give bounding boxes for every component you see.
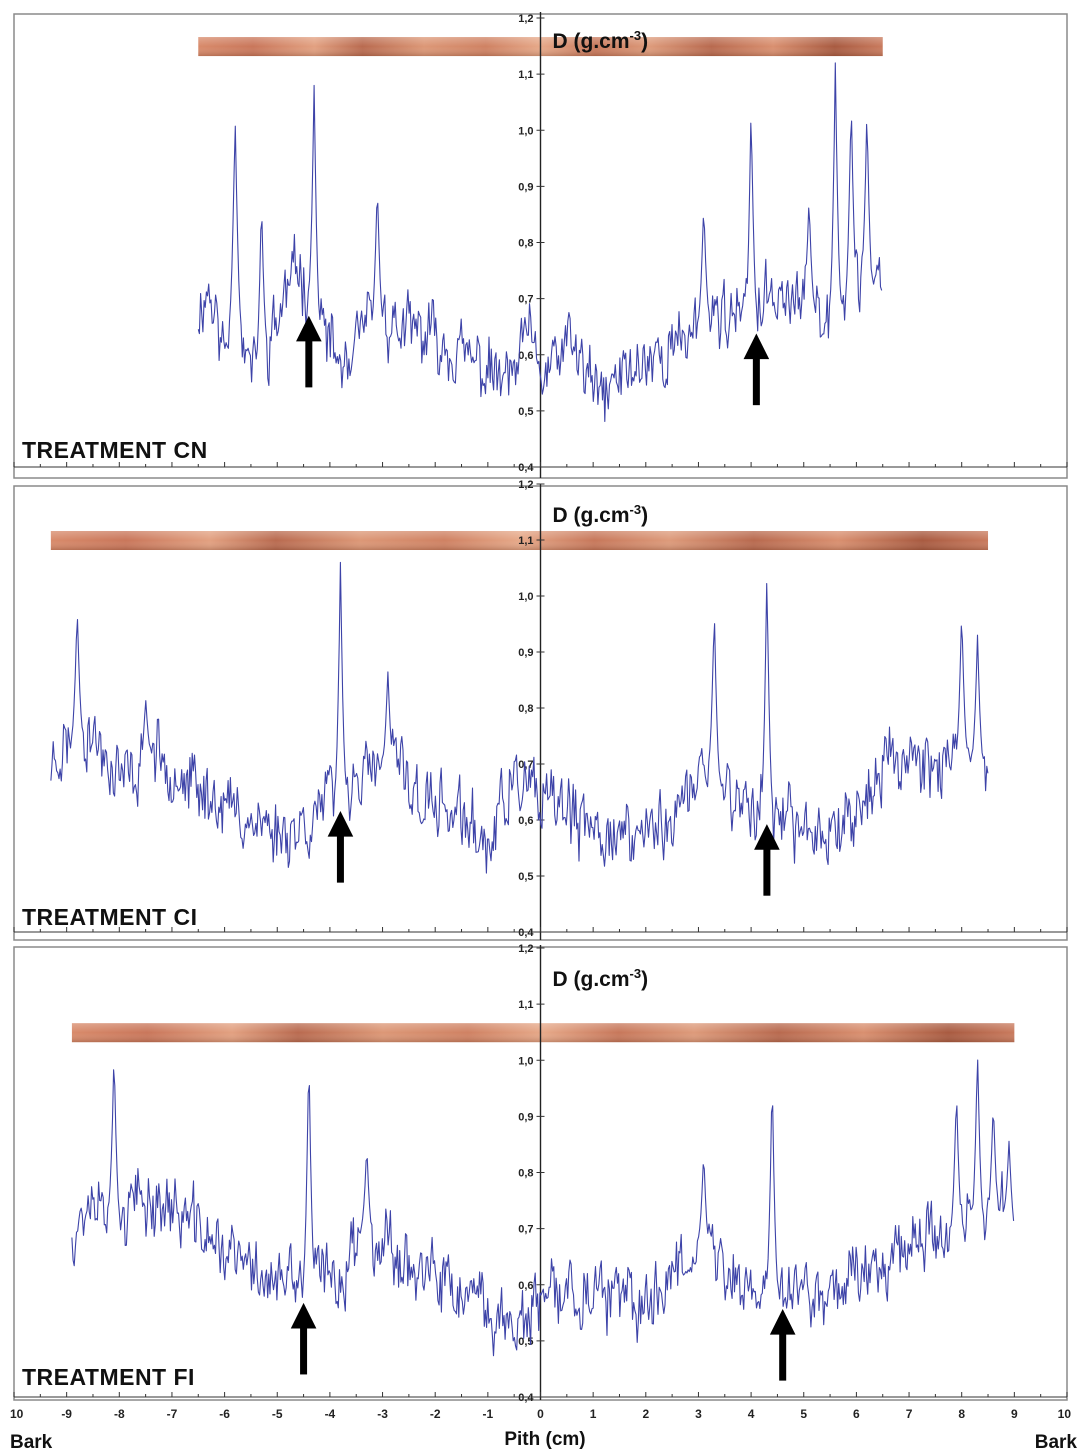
panels-layer: 0,4 0,5 0,6 0,7 0,8 0,9 1,0 1,1 1,2 D (g.cm-3) TRE… — [13, 12, 1068, 1404]
x-tick-label: -2 — [430, 1407, 441, 1421]
x-tick-label: -1 — [483, 1407, 494, 1421]
density-series-line — [50, 561, 989, 874]
y-tick-label: 0,8 — [518, 703, 533, 715]
y-tick-label: 0,4 — [518, 1392, 534, 1404]
x-tick-label: -4 — [325, 1407, 336, 1421]
arrow-shaft — [752, 356, 760, 406]
y-tick-label: 1,2 — [518, 943, 533, 955]
y-tick-label: 0,6 — [518, 1280, 533, 1292]
y-tick-label: 1,0 — [518, 125, 533, 137]
y-tick-label: 0,5 — [518, 871, 533, 883]
arrow-shaft — [336, 833, 344, 883]
y-tick-label: 1,2 — [518, 479, 533, 491]
x-tick-label: -8 — [114, 1407, 125, 1421]
y-tick-label: 1,1 — [518, 999, 533, 1011]
x-tick-label: 7 — [906, 1407, 913, 1421]
y-tick-label: 1,1 — [518, 69, 533, 81]
arrow-shaft — [763, 846, 771, 896]
density-series-line — [197, 62, 883, 423]
x-tick-label: -6 — [219, 1407, 230, 1421]
panel-3: 0,4 0,5 0,6 0,7 0,8 0,9 1,0 1,1 1,2 D (g.cm-3) TRE… — [13, 943, 1068, 1404]
x-tick-label: 4 — [748, 1407, 755, 1421]
y-tick-label: 0,5 — [518, 406, 533, 418]
y-tick-label: 0,9 — [518, 181, 533, 193]
x-tick-label: -9 — [61, 1407, 72, 1421]
y-axis-label: D (g.cm-3) — [553, 502, 649, 527]
arrow-marker — [296, 315, 322, 388]
y-tick-label: 1,0 — [518, 1055, 533, 1067]
x-tick-label: -5 — [272, 1407, 283, 1421]
y-tick-label: 0,6 — [518, 350, 533, 362]
arrow-marker — [290, 1302, 317, 1375]
x-tick-label: 0 — [537, 1407, 544, 1421]
x-tick-label: 10 — [10, 1407, 24, 1421]
x-tick-label: -3 — [377, 1407, 388, 1421]
y-tick-label: 0,4 — [518, 927, 534, 939]
arrow-shaft — [779, 1331, 787, 1381]
x-tick-label: 10 — [1058, 1407, 1072, 1421]
treatment-label: TREATMENT CN — [22, 437, 208, 463]
y-axis-label: D (g.cm-3) — [553, 966, 649, 991]
bark-right-label: Bark — [1035, 1432, 1078, 1453]
x-axis-title: Pith (cm) — [504, 1429, 585, 1450]
x-tick-label: 3 — [695, 1407, 702, 1421]
y-tick-label: 1,0 — [518, 591, 533, 603]
x-axis: Bark Pith (cm) Bark 10 -9 -8 -7 -6 -5 -4 -3 -2 -1… — [10, 1407, 1077, 1453]
y-tick-label: 0,7 — [518, 294, 533, 306]
arrow-marker — [327, 811, 354, 883]
y-tick-label: 0,8 — [518, 1168, 533, 1180]
x-tick-label: 6 — [853, 1407, 860, 1421]
x-tick-label: 5 — [800, 1407, 807, 1421]
y-tick-label: 1,1 — [518, 535, 533, 547]
arrow-shaft — [305, 338, 313, 388]
y-tick-label: 0,7 — [518, 759, 533, 771]
arrow-shaft — [300, 1325, 308, 1375]
y-tick-label: 0,9 — [518, 647, 533, 659]
panel-2: 0,4 0,5 0,6 0,7 0,8 0,9 1,0 1,1 1,2 D (g.cm-3) TRE… — [13, 479, 1068, 941]
arrow-marker — [769, 1308, 796, 1381]
y-tick-label: 0,7 — [518, 1224, 533, 1236]
x-tick-label: -7 — [167, 1407, 178, 1421]
x-tick-label: 1 — [590, 1407, 597, 1421]
wood-core-shading — [71, 1023, 1015, 1043]
y-tick-label: 0,6 — [518, 815, 533, 827]
y-axis-label: D (g.cm-3) — [553, 28, 649, 53]
wood-core-shading — [50, 531, 989, 550]
density-series-line — [71, 1059, 1015, 1357]
treatment-label: TREATMENT CI — [22, 904, 198, 930]
y-tick-label: 0,9 — [518, 1111, 533, 1123]
panel-1: 0,4 0,5 0,6 0,7 0,8 0,9 1,0 1,1 1,2 D (g.cm-3) TRE… — [13, 12, 1068, 479]
arrow-marker — [754, 824, 780, 896]
arrow-marker — [743, 333, 770, 406]
treatment-label: TREATMENT FI — [22, 1364, 195, 1390]
x-tick-label: 2 — [642, 1407, 649, 1421]
y-tick-label: 0,8 — [518, 238, 533, 250]
y-tick-label: 0,4 — [518, 462, 534, 474]
x-tick-label: 9 — [1011, 1407, 1018, 1421]
x-tick-label: 8 — [958, 1407, 965, 1421]
y-tick-label: 1,2 — [518, 13, 533, 25]
y-tick-label: 0,5 — [518, 1336, 533, 1348]
bark-left-label: Bark — [10, 1432, 53, 1453]
